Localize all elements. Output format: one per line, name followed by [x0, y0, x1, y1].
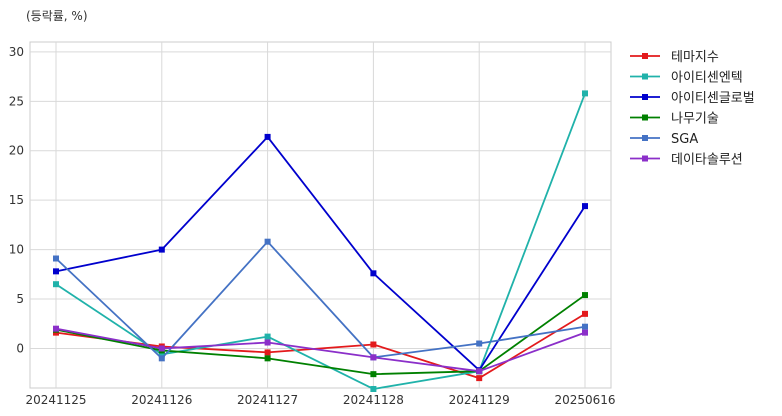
data-point: [264, 333, 271, 340]
data-point: [158, 351, 165, 358]
x-tick-label: 20241129: [449, 393, 510, 407]
x-tick-label: 20250616: [554, 393, 615, 407]
data-point: [158, 246, 165, 253]
series-6: [53, 325, 588, 375]
legend-item[interactable]: 아이티센엔텍: [630, 71, 743, 86]
y-tick-label: 30: [9, 45, 24, 59]
data-point: [53, 325, 59, 332]
legend-label: 나무기술: [671, 112, 719, 127]
legend-label: 테마지수: [671, 50, 719, 65]
y-tick-label: 5: [16, 292, 24, 306]
legend-label: 아이티센엔텍: [671, 71, 743, 86]
data-point: [53, 255, 59, 262]
x-tick-label: 20241126: [131, 393, 192, 407]
series-line: [55, 240, 586, 360]
legend-label: SGA: [671, 132, 698, 147]
x-axis: 20241125 20241126 20241127 20241128 20241129…: [25, 393, 615, 407]
data-point: [582, 203, 588, 210]
y-tick-label: 15: [9, 193, 24, 207]
data-point: [476, 340, 483, 347]
data-point: [264, 349, 271, 356]
x-tick-label: 20241128: [343, 393, 404, 407]
y-tick-label: 10: [9, 243, 24, 257]
x-tick-label: 20241127: [237, 393, 298, 407]
legend-swatch-marker: [642, 155, 648, 162]
series-line: [55, 313, 586, 380]
data-point: [158, 345, 165, 352]
legend-item[interactable]: 아이티센글로벌: [630, 91, 755, 106]
data-point: [264, 355, 271, 362]
data-point: [370, 385, 377, 392]
legend-item[interactable]: 데이타솔루션: [630, 153, 743, 168]
series-line: [55, 136, 586, 372]
data-point: [264, 238, 271, 245]
data-point: [370, 354, 377, 361]
y-axis: 0 5 10 15 20 25 30: [9, 45, 24, 356]
data-point: [53, 268, 59, 275]
y-tick-label: 0: [16, 341, 24, 355]
series-line: [55, 294, 586, 376]
data-point: [370, 371, 377, 378]
legend-label: 아이티센글로벌: [671, 91, 755, 106]
y-tick-label: 25: [9, 94, 24, 108]
data-point: [582, 90, 588, 97]
y-tick-label: 20: [9, 144, 24, 158]
legend-item[interactable]: SGA: [630, 132, 698, 147]
data-point: [370, 270, 377, 277]
data-point: [582, 329, 588, 336]
legend-label: 데이타솔루션: [671, 153, 743, 168]
legend-swatch-marker: [642, 114, 648, 121]
legend-swatch-marker: [642, 94, 648, 100]
data-point: [582, 292, 588, 299]
data-point: [158, 355, 165, 362]
legend-swatch-marker: [642, 73, 648, 80]
data-point: [264, 133, 271, 140]
x-tick-label: 20241125: [25, 393, 86, 407]
legend-item[interactable]: 테마지수: [630, 50, 719, 65]
data-point: [53, 281, 59, 288]
series-group: [53, 90, 588, 392]
data-point: [582, 310, 588, 317]
data-point: [370, 341, 377, 348]
data-point: [476, 375, 483, 382]
data-point: [582, 323, 588, 330]
legend-swatch-marker: [642, 53, 648, 59]
data-point: [476, 368, 483, 375]
legend-swatch-marker: [642, 135, 648, 141]
series-line: [55, 327, 586, 373]
y-unit-label: (등락률, %): [26, 9, 88, 23]
data-point: [264, 339, 271, 346]
legend-item[interactable]: 나무기술: [630, 112, 719, 127]
